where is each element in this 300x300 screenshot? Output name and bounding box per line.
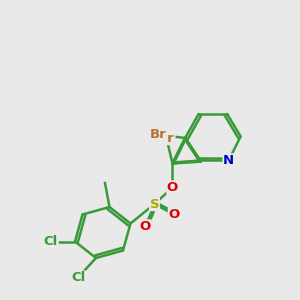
Text: O: O	[168, 208, 180, 221]
Text: Br: Br	[150, 128, 166, 142]
Text: O: O	[140, 220, 151, 233]
Text: N: N	[223, 154, 234, 167]
Text: S: S	[150, 197, 159, 211]
Text: Br: Br	[158, 131, 175, 145]
Text: Cl: Cl	[71, 271, 85, 284]
Text: Cl: Cl	[44, 235, 58, 248]
Text: O: O	[167, 181, 178, 194]
